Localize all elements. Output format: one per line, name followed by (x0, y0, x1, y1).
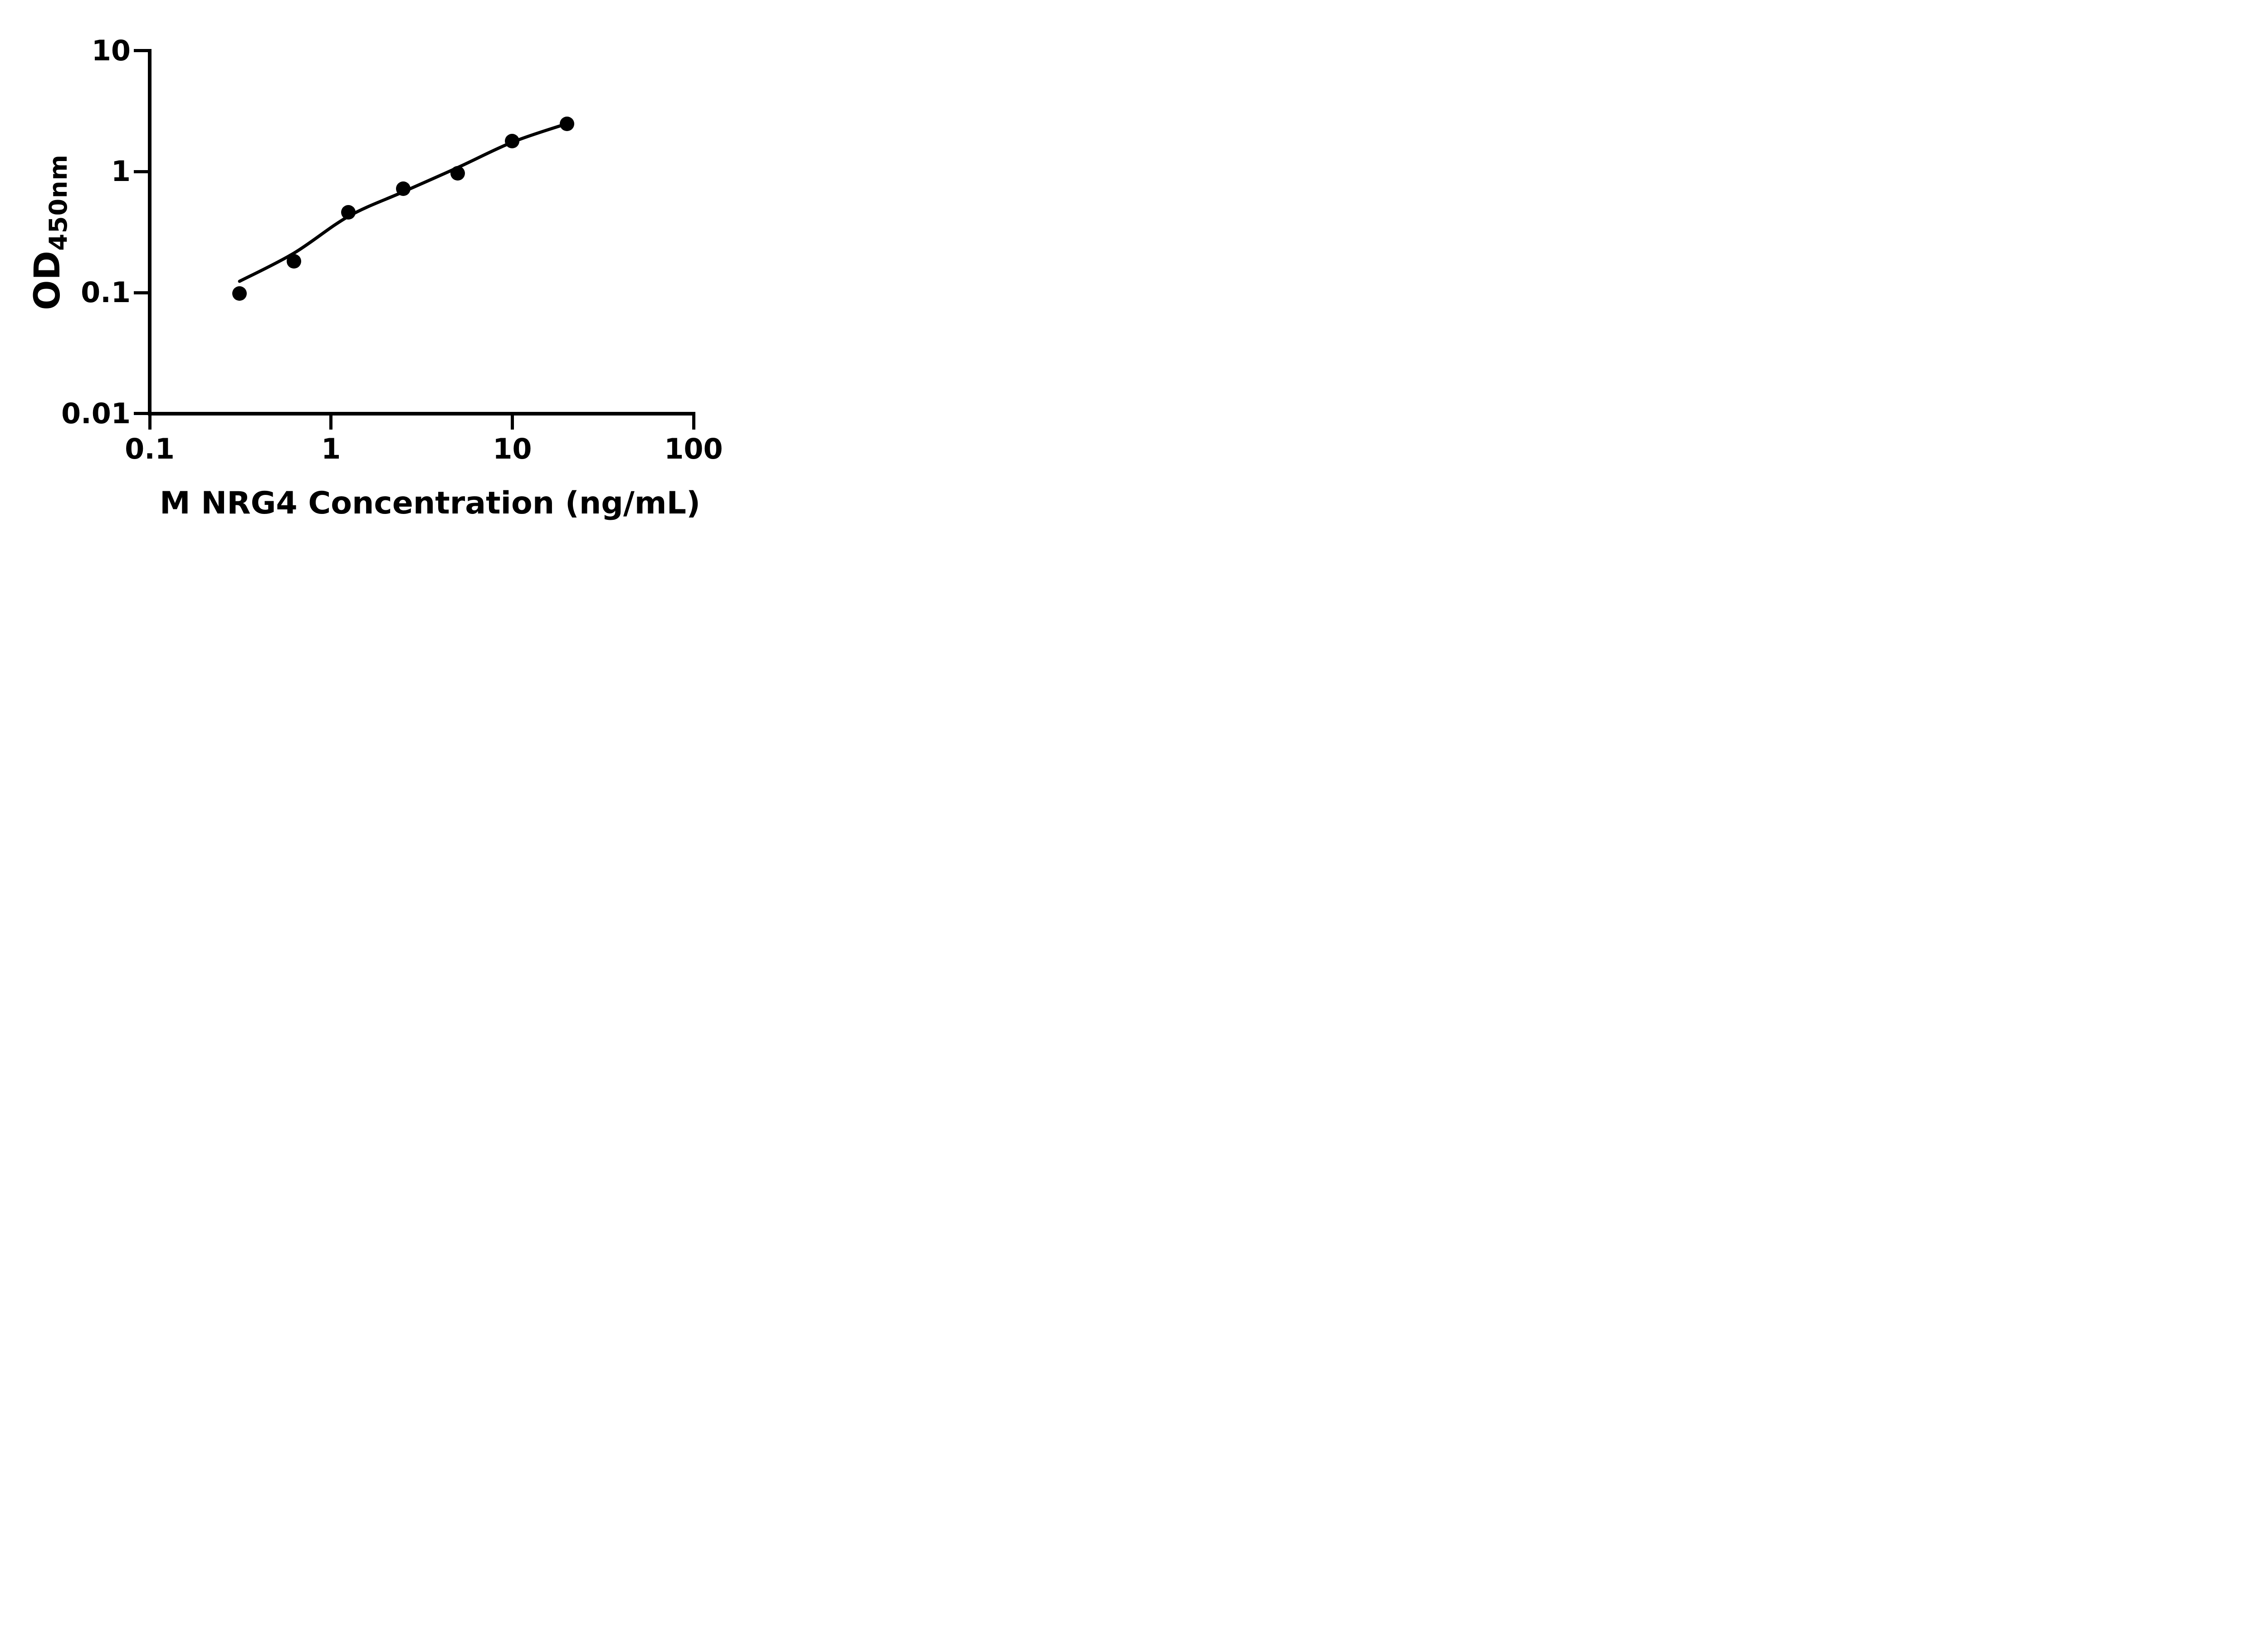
y-axis-tick (134, 412, 148, 416)
x-axis-tick-label: 1 (321, 432, 341, 465)
y-axis-tick-label: 1 (111, 155, 131, 188)
x-axis-tick (329, 415, 333, 430)
y-axis-tick-label: 0.1 (81, 276, 131, 309)
y-axis-title-subscript: 450nm (44, 154, 73, 251)
x-axis-tick (510, 415, 514, 430)
x-axis-title: M NRG4 Concentration (ng/mL) (159, 485, 701, 521)
y-axis-tick (134, 170, 148, 173)
data-point (450, 166, 465, 181)
data-point (232, 286, 247, 301)
x-axis-tick-label: 10 (493, 432, 532, 465)
x-axis-spine (148, 411, 695, 416)
x-axis-tick-label: 100 (664, 432, 723, 465)
x-axis-tick (692, 415, 695, 430)
y-axis-title-main: OD (27, 250, 68, 310)
y-axis-spine (148, 49, 152, 416)
x-axis-tick-label: 0.1 (125, 432, 175, 465)
y-axis-tick-label: 10 (91, 34, 131, 67)
y-axis-tick-label: 0.01 (61, 396, 131, 430)
y-axis-tick (134, 49, 148, 53)
data-point (287, 254, 302, 269)
data-point (559, 116, 574, 131)
y-axis-title: OD450nm (27, 154, 73, 310)
elisa-standard-curve-figure: 10 1 0.1 0.01 0.1 1 10 100 M NRG4 Concentration… (0, 0, 777, 544)
data-point (505, 133, 520, 148)
data-point (341, 205, 356, 220)
x-axis-tick (148, 415, 152, 430)
data-point (396, 181, 411, 196)
y-axis-tick (134, 291, 148, 294)
